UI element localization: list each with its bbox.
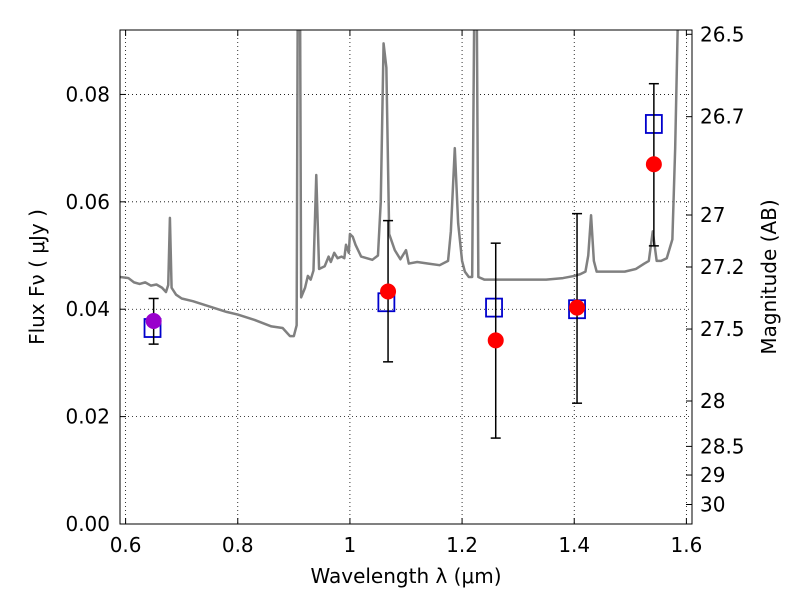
mag-tick-label: 26.7 (700, 105, 745, 129)
mag-tick-label: 28.5 (700, 434, 745, 458)
observed-flux-marker (380, 283, 397, 300)
mag-tick-label: 27.2 (700, 255, 745, 279)
x-tick-label: 0.6 (110, 533, 142, 557)
mag-tick-label: 30 (700, 493, 725, 517)
observed-flux-marker (145, 313, 162, 330)
mag-tick-label: 27 (700, 203, 725, 227)
x-tick-label: 0.8 (222, 533, 254, 557)
y2-axis-label: Magnitude (AB) (757, 199, 781, 354)
x-axis-label: Wavelength λ (μm) (310, 564, 501, 588)
x-tick-label: 1 (344, 533, 357, 557)
x-tick-label: 1.4 (558, 533, 590, 557)
grid (120, 30, 692, 524)
x-tick-label: 1.2 (446, 533, 478, 557)
observed-flux-marker (569, 299, 586, 316)
error-bars (143, 82, 663, 439)
y-tick-label: 0.00 (65, 512, 110, 536)
y-tick-label: 0.06 (65, 190, 110, 214)
axes: 0.6 0.8 1 1.2 1.4 1.6 0.00 0.02 0.04 0.06 0.08 26.5… (65, 22, 744, 557)
observed-flux-marker (645, 156, 662, 173)
mag-tick-label: 28 (700, 389, 725, 413)
x-tick-label: 1.6 (670, 533, 702, 557)
model-photometry-marker (485, 297, 503, 318)
y-tick-label: 0.04 (65, 297, 110, 321)
y-tick-label: 0.08 (65, 82, 110, 106)
mag-tick-label: 29 (700, 463, 725, 487)
plot-area (120, 30, 679, 338)
y-tick-label: 0.02 (65, 405, 110, 429)
mag-tick-label: 27.5 (700, 317, 745, 341)
observed-flux-marker (487, 332, 504, 349)
y-axis-label: Flux Fν ( μJy ) (25, 209, 49, 345)
model-spectrum-line (120, 30, 679, 338)
plot-frame (119, 29, 693, 525)
mag-tick-label: 26.5 (700, 22, 745, 46)
plot-background (120, 30, 692, 524)
